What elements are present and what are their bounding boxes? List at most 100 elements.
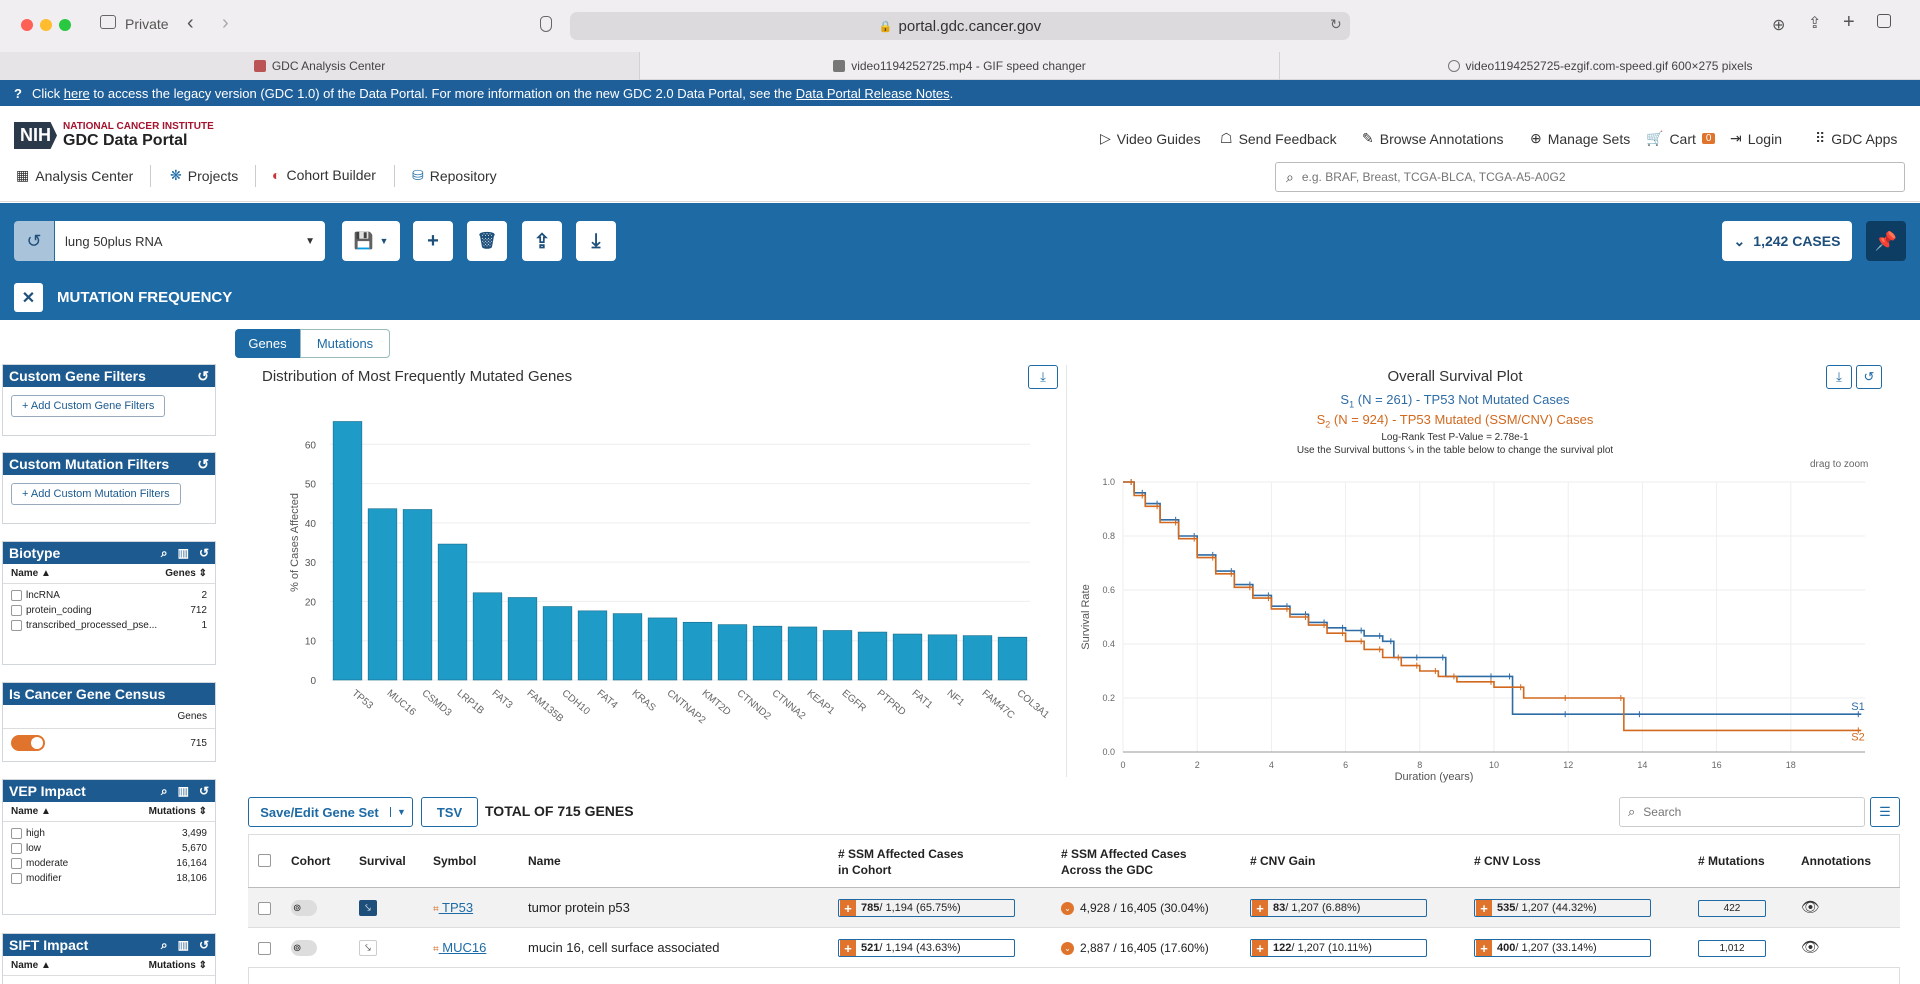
cohort-toggle[interactable]: ⊚ — [291, 900, 317, 916]
sidebar-toggle-icon[interactable] — [100, 15, 116, 29]
gene-symbol-link[interactable]: ⌗ MUC16 — [433, 940, 487, 955]
name-sort-header[interactable]: Name ▲ — [11, 806, 51, 817]
nav-analysis-center[interactable]: ▦ Analysis Center — [16, 167, 134, 184]
mutations-sort-header[interactable]: Mutations ⇕ — [148, 960, 207, 971]
bar[interactable] — [367, 508, 398, 681]
checkbox[interactable] — [11, 843, 22, 854]
bar[interactable] — [787, 626, 818, 681]
select-all-checkbox[interactable] — [258, 854, 271, 867]
add-custom-mutation-filters-button[interactable]: + Add Custom Mutation Filters — [11, 483, 181, 505]
bar[interactable] — [647, 617, 678, 681]
undo-cohort-button[interactable]: ↺ — [14, 221, 54, 261]
bar[interactable] — [542, 606, 573, 681]
list-item[interactable]: modifier 18,106 — [3, 871, 215, 886]
census-toggle[interactable] — [11, 735, 45, 751]
search-icon[interactable]: ⌕ — [160, 545, 168, 560]
reset-icon[interactable]: ↺ — [198, 545, 209, 560]
chevron-icon[interactable]: ⌄ — [1061, 941, 1074, 955]
columns-icon[interactable]: ▥ — [177, 545, 189, 560]
browser-tab-3[interactable]: video1194252725-ezgif.com-speed.gif 600×… — [1280, 52, 1920, 80]
list-item[interactable]: moderate 16,164 — [3, 856, 215, 871]
login-link[interactable]: ⇥ Login — [1730, 130, 1782, 147]
checkbox[interactable] — [11, 605, 22, 616]
bar[interactable] — [682, 621, 713, 681]
release-notes-link[interactable]: Data Portal Release Notes — [795, 85, 950, 101]
survival-download-button[interactable]: ⤓ — [1826, 365, 1852, 389]
add-cohort-button[interactable]: + — [413, 221, 453, 261]
bar[interactable] — [857, 631, 888, 681]
save-cohort-button[interactable]: 💾 ▼ — [342, 221, 400, 261]
delete-cohort-button[interactable]: 🗑 — [467, 221, 507, 261]
bar[interactable] — [507, 597, 538, 681]
tsv-button[interactable]: TSV — [421, 797, 478, 827]
table-search[interactable]: ⌕ — [1619, 797, 1865, 827]
table-search-input[interactable] — [1643, 805, 1844, 819]
row-checkbox[interactable] — [258, 942, 271, 955]
download-cohort-button[interactable]: ⤓ — [576, 221, 616, 261]
bar[interactable] — [962, 635, 993, 681]
bar[interactable] — [892, 633, 923, 681]
forward-icon[interactable]: › — [222, 12, 229, 34]
bar[interactable] — [437, 543, 468, 681]
search-icon[interactable]: ⌕ — [160, 937, 168, 952]
bar[interactable] — [927, 634, 958, 681]
columns-icon[interactable]: ▥ — [177, 937, 189, 952]
reset-icon[interactable]: ↺ — [198, 937, 209, 952]
cnv-loss-cell[interactable]: +400 / 1,207 (33.14%) — [1474, 939, 1651, 957]
survival-legend-s1[interactable]: S1 (N = 261) - TP53 Not Mutated Cases — [1340, 392, 1570, 410]
manage-sets-link[interactable]: ⊕ Manage Sets — [1530, 130, 1631, 147]
annotation-eye-icon[interactable]: 👁 — [1801, 939, 1821, 956]
close-tool-button[interactable]: ✕ — [14, 283, 43, 312]
send-feedback-link[interactable]: ☖ Send Feedback — [1220, 130, 1337, 147]
survival-chart[interactable]: 0.0 0.2 0.4 0.6 0.8 1.0 0 2 4 6 8 10 12 14 16 18 Duratio… — [1075, 470, 1890, 790]
checkbox[interactable] — [11, 590, 22, 601]
survival-button[interactable]: ⤥ — [359, 940, 377, 956]
cnv-gain-cell[interactable]: +83 / 1,207 (6.88%) — [1250, 899, 1427, 917]
nav-cohort-builder[interactable]: ◐ Cohort Builder — [272, 167, 376, 183]
cart-link[interactable]: 🛒 Cart 0 — [1646, 130, 1716, 147]
legacy-link[interactable]: here — [63, 85, 90, 101]
columns-icon[interactable]: ▥ — [177, 783, 189, 798]
tab-overview-icon[interactable] — [1877, 14, 1891, 28]
name-sort-header[interactable]: Name ▲ — [11, 960, 51, 971]
bar[interactable] — [402, 509, 433, 681]
survival-legend-s2[interactable]: S2 (N = 924) - TP53 Mutated (SSM/CNV) Ca… — [1316, 412, 1594, 430]
bar-chart-download-button[interactable]: ⤓ — [1028, 365, 1058, 389]
download-icon[interactable]: ⊕ — [1772, 17, 1786, 34]
url-bar[interactable]: 🔒 portal.gdc.cancer.gov — [570, 12, 1350, 40]
new-tab-icon[interactable]: + — [1843, 11, 1855, 33]
close-window-button[interactable] — [21, 19, 33, 31]
reset-icon[interactable]: ↺ — [197, 455, 209, 472]
checkbox[interactable] — [11, 873, 22, 884]
bar[interactable] — [612, 613, 643, 681]
bar[interactable] — [332, 421, 363, 681]
checkbox[interactable] — [11, 858, 22, 869]
bar[interactable] — [717, 624, 748, 681]
nav-repository[interactable]: ⛁ Repository — [412, 167, 497, 184]
search-icon[interactable]: ⌕ — [160, 783, 168, 798]
list-item[interactable]: transcribed_processed_pse... 1 — [3, 618, 215, 633]
bar[interactable] — [822, 630, 853, 681]
ssm-cohort-cell[interactable]: +785 / 1,194 (65.75%) — [838, 899, 1015, 917]
share-icon[interactable]: ⇪ — [1808, 15, 1822, 32]
upload-cohort-button[interactable]: ⇪ — [522, 221, 562, 261]
gene-symbol-link[interactable]: ⌗ TP53 — [433, 900, 474, 915]
bar[interactable] — [472, 592, 503, 681]
save-gene-set-button[interactable]: Save/Edit Gene Set ▼ — [248, 797, 413, 827]
bar[interactable] — [577, 610, 608, 681]
name-sort-header[interactable]: Name ▲ — [11, 568, 51, 579]
video-guides-link[interactable]: ▷ Video Guides — [1100, 130, 1201, 147]
row-checkbox[interactable] — [258, 902, 271, 915]
ssm-cohort-cell[interactable]: +521 / 1,194 (43.63%) — [838, 939, 1015, 957]
annotation-eye-icon[interactable]: 👁 — [1801, 899, 1821, 916]
genes-sort-header[interactable]: Genes ⇕ — [165, 568, 207, 579]
reload-icon[interactable]: ↻ — [1330, 16, 1342, 32]
minimize-window-button[interactable] — [40, 19, 52, 31]
case-count-button[interactable]: ⌄ 1,242 CASES — [1722, 221, 1852, 261]
gdc-logo[interactable]: NIH NATIONAL CANCER INSTITUTE GDC Data P… — [14, 121, 214, 150]
reset-icon[interactable]: ↺ — [197, 367, 209, 384]
cohort-select[interactable]: lung 50plus RNA ▼ — [55, 221, 325, 261]
add-custom-gene-filters-button[interactable]: + Add Custom Gene Filters — [11, 395, 166, 417]
cnv-gain-cell[interactable]: +122 / 1,207 (10.11%) — [1250, 939, 1427, 957]
browser-tab-2[interactable]: video1194252725.mp4 - GIF speed changer — [640, 52, 1280, 80]
